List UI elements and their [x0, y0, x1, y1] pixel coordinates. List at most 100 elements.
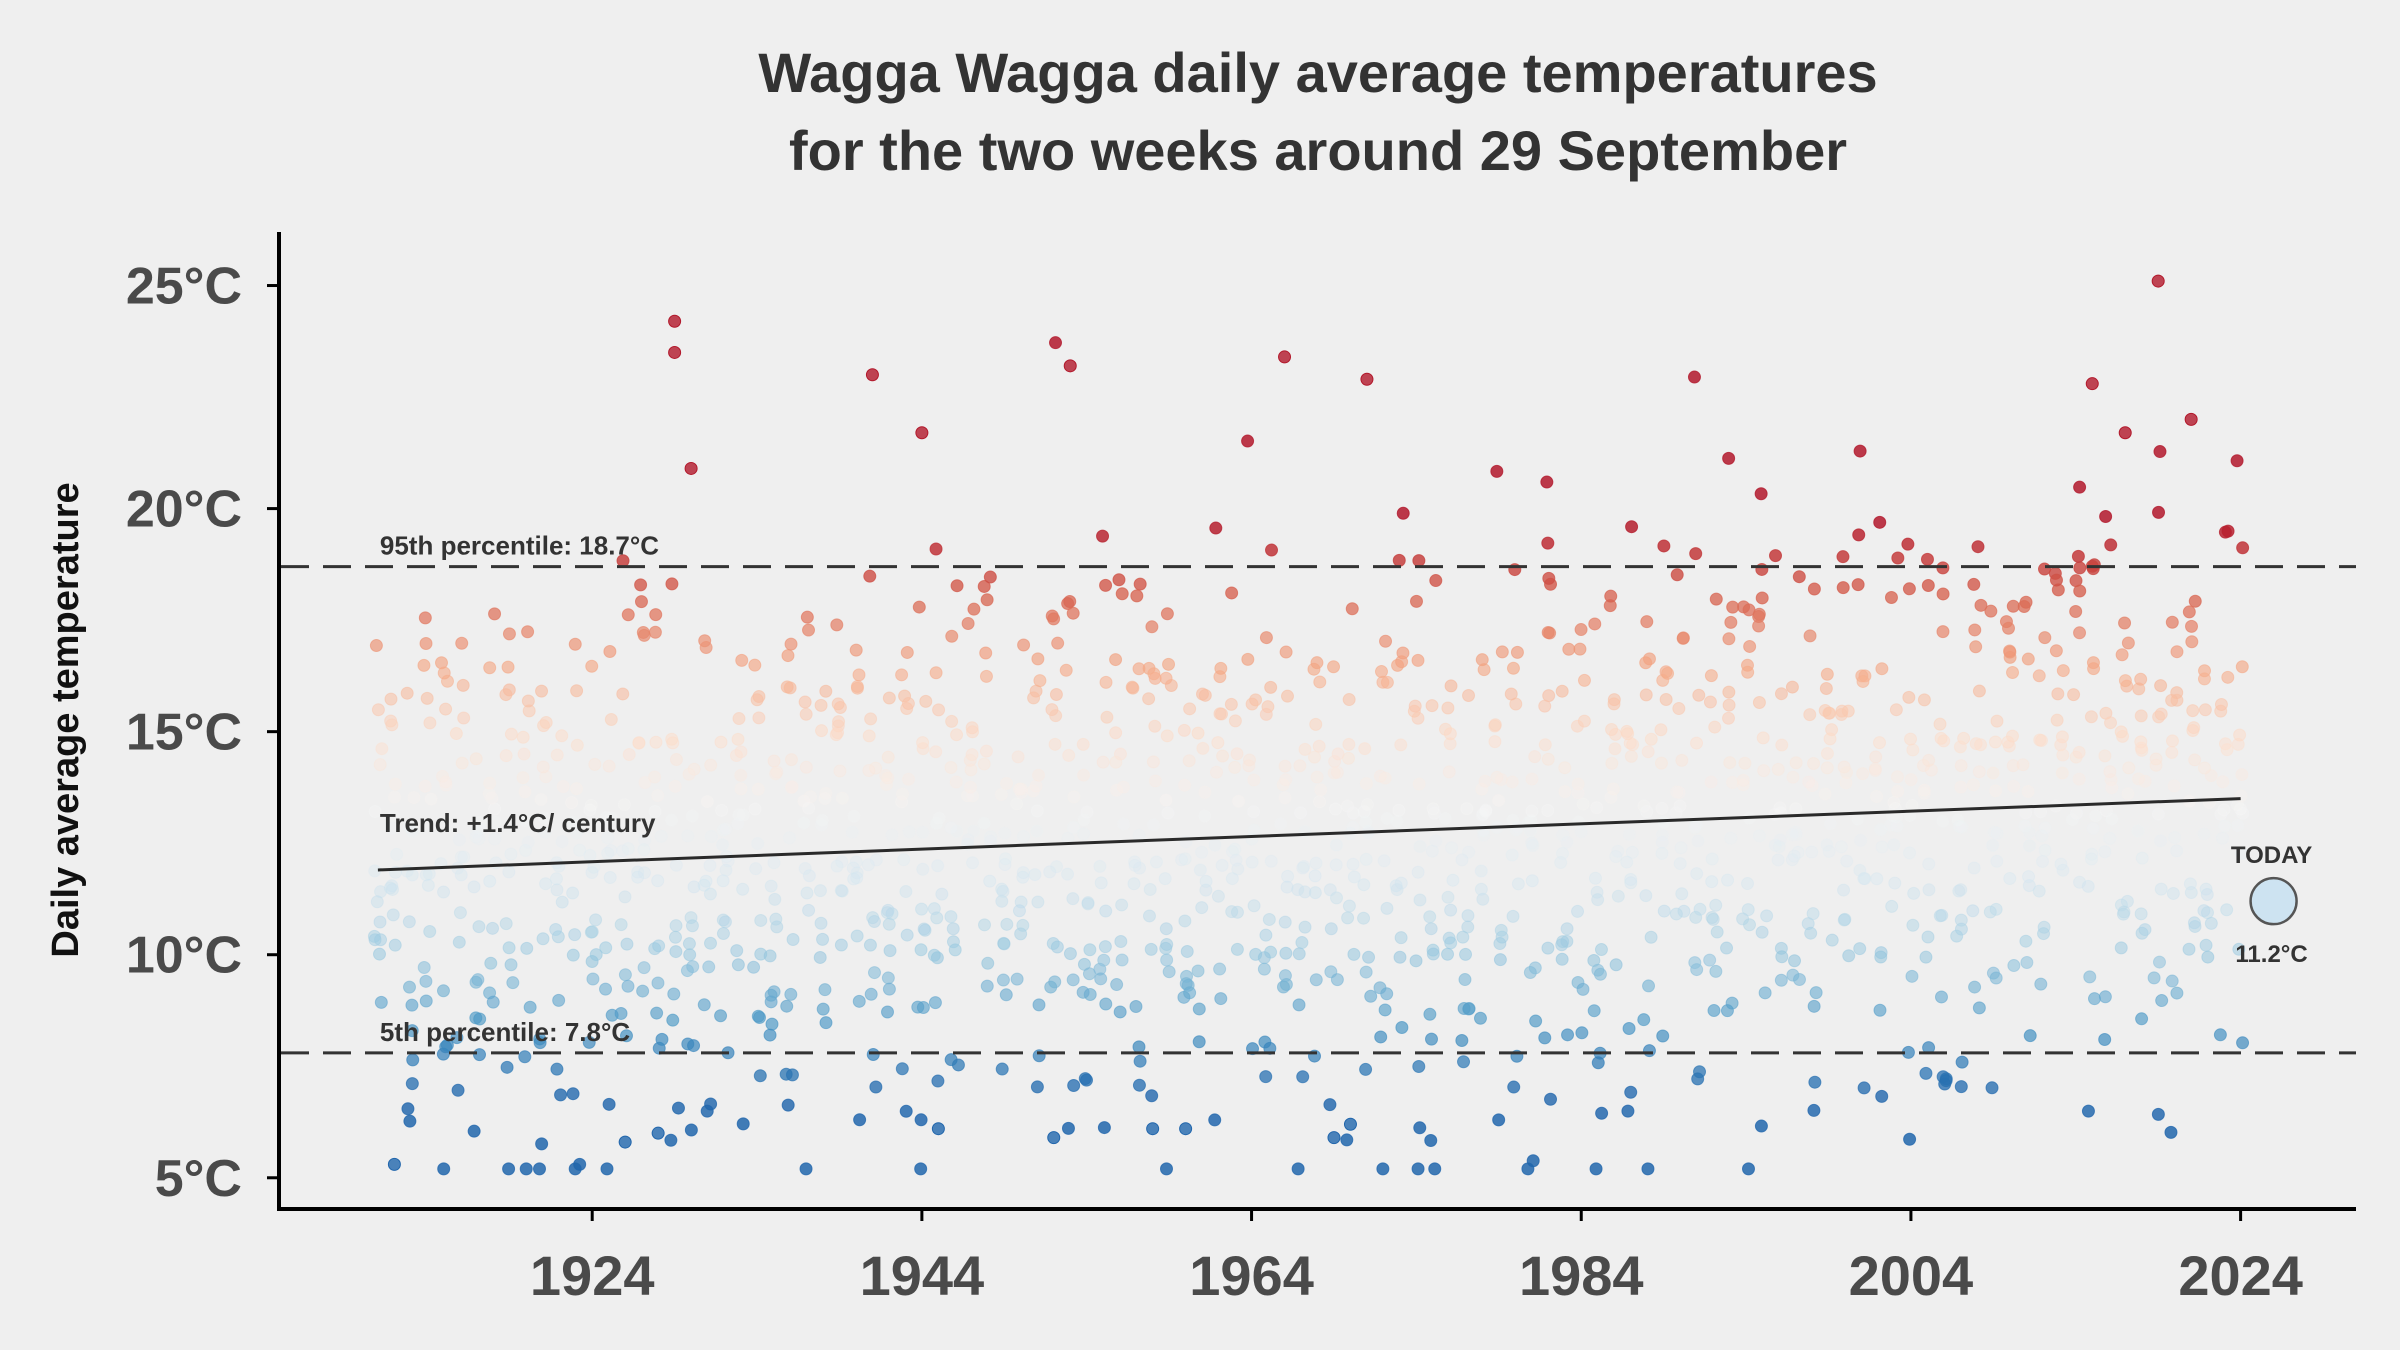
data-point	[1541, 536, 1555, 550]
data-point	[1891, 784, 1905, 798]
data-point	[882, 691, 896, 705]
data-point	[504, 958, 518, 972]
data-point	[885, 828, 899, 842]
data-point	[2135, 1012, 2149, 1026]
data-point	[1802, 775, 1816, 789]
data-point	[2022, 839, 2036, 853]
data-point	[1558, 761, 1572, 775]
data-point	[1017, 638, 1031, 652]
data-point	[1919, 1066, 1933, 1080]
data-point	[946, 922, 960, 936]
data-point	[835, 884, 849, 898]
data-point	[1688, 820, 1702, 834]
data-point	[901, 772, 915, 786]
data-point	[1933, 909, 1947, 923]
data-point	[1955, 1055, 1969, 1069]
data-point	[2056, 748, 2070, 762]
data-point	[1604, 790, 1618, 804]
data-point	[1752, 829, 1766, 843]
data-point	[1624, 1085, 1638, 1099]
data-point	[1357, 911, 1371, 925]
data-point	[439, 702, 453, 716]
data-point	[1885, 899, 1899, 913]
data-point	[402, 820, 416, 834]
data-point	[2236, 1036, 2250, 1050]
data-point	[901, 697, 915, 711]
data-point	[819, 684, 833, 698]
data-point	[1922, 857, 1936, 871]
data-point	[1494, 923, 1508, 937]
data-point	[1215, 707, 1229, 721]
data-point	[2073, 480, 2087, 494]
data-point	[818, 792, 832, 806]
data-point	[2050, 713, 2064, 727]
data-point	[732, 808, 746, 822]
data-point	[1758, 986, 1772, 1000]
data-point	[1479, 804, 1493, 818]
data-point	[1676, 631, 1690, 645]
data-point	[1276, 778, 1290, 792]
data-point	[1376, 1162, 1390, 1176]
data-point	[1757, 764, 1771, 778]
data-point	[566, 815, 580, 829]
data-point	[368, 933, 382, 947]
data-point	[1461, 920, 1475, 934]
data-point	[2214, 807, 2228, 821]
data-point	[621, 608, 635, 622]
data-point	[1109, 653, 1123, 667]
data-point	[916, 862, 930, 876]
data-point	[1803, 629, 1817, 643]
data-point	[1279, 773, 1293, 787]
data-point	[402, 915, 416, 929]
data-point	[1575, 1026, 1589, 1040]
data-point	[1308, 750, 1322, 764]
data-point	[1265, 543, 1279, 557]
data-point	[719, 822, 733, 836]
data-point	[2204, 769, 2218, 783]
data-point	[1809, 986, 1823, 1000]
data-point	[815, 813, 829, 827]
data-point	[539, 715, 553, 729]
data-point	[603, 871, 617, 885]
data-point	[966, 789, 980, 803]
data-point	[482, 787, 496, 801]
data-point	[752, 711, 766, 725]
data-point	[1889, 703, 1903, 717]
data-point	[769, 767, 783, 781]
data-point	[799, 760, 813, 774]
data-point	[1505, 775, 1519, 789]
data-point	[1788, 825, 1802, 839]
data-point	[979, 646, 993, 660]
data-point	[945, 629, 959, 643]
data-point	[997, 936, 1011, 950]
data-point	[1560, 922, 1574, 936]
data-point	[797, 794, 811, 808]
data-point	[866, 1047, 880, 1061]
data-point	[832, 715, 846, 729]
data-point	[1752, 695, 1766, 709]
data-point	[1379, 634, 1393, 648]
data-point	[488, 832, 502, 846]
data-point	[617, 798, 631, 812]
data-point	[1213, 962, 1227, 976]
data-point	[1622, 1022, 1636, 1036]
data-point	[504, 847, 518, 861]
data-point	[1160, 607, 1174, 621]
data-point	[1874, 823, 1888, 837]
data-point	[1574, 623, 1588, 637]
data-point	[1972, 765, 1986, 779]
data-point	[948, 943, 962, 957]
data-point	[1907, 886, 1921, 900]
data-point	[1709, 592, 1723, 606]
data-point	[2105, 781, 2119, 795]
data-point	[965, 748, 979, 762]
data-point	[1099, 578, 1113, 592]
data-point	[687, 762, 701, 776]
data-point	[783, 681, 797, 695]
data-point	[732, 712, 746, 726]
data-point	[1818, 703, 1832, 717]
data-point	[964, 780, 978, 794]
data-point	[1395, 655, 1409, 669]
data-point	[731, 732, 745, 746]
data-point	[1935, 908, 1949, 922]
